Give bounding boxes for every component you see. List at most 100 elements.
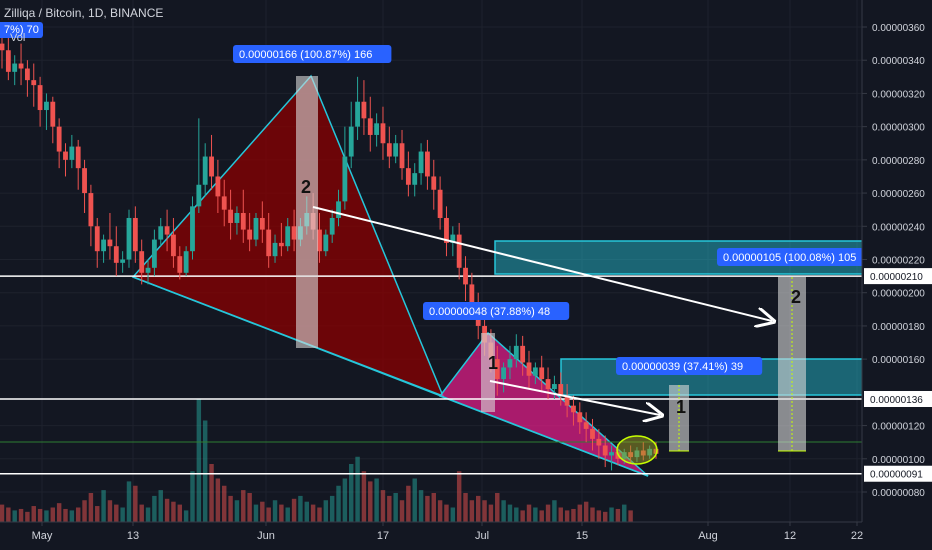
candle-body [558,384,564,396]
candle-body [609,452,614,456]
candle-body [342,156,348,202]
volume-bar [18,508,24,522]
price-tick-label: 0.00000300 [872,123,925,134]
volume-bar [539,510,544,522]
candle-body [507,359,513,368]
candle-body [18,63,24,69]
candle-body [386,143,392,157]
candle-body [101,239,107,252]
candle-body [113,246,119,263]
volume-indicator-label[interactable]: Vol [10,32,26,44]
volume-bar [399,500,405,522]
volume-bar [196,398,202,522]
chart-header: Zilliqa / Bitcoin, 1D, BINANCE [4,6,163,20]
candle-body [545,379,551,390]
volume-bar [323,500,329,522]
candle-body [75,146,81,169]
candle-body [196,184,202,207]
time-tick-label: May [32,530,53,542]
volume-bar [406,485,411,522]
candle-body [0,43,5,51]
candle-body [431,176,437,190]
volume-bar [336,485,341,522]
volume-bar [583,501,589,522]
volume-bar [463,493,468,522]
price-tick-label: 0.00000080 [872,488,925,499]
volume-bar [298,495,303,522]
projection-arrow-2 [312,206,772,321]
candle-body [463,267,468,285]
volume-bar [158,490,163,522]
volume-bar [425,495,430,522]
highlight-ellipse [616,435,658,465]
candle-body [336,201,341,218]
price-tick-label: 0.00000160 [872,355,925,366]
candle-body [602,445,608,456]
volume-bar [526,504,532,522]
volume-bar [628,510,633,522]
projection-arrow-1 [489,380,660,415]
candle-body [526,362,532,376]
candle-body [190,206,195,252]
volume-bar [609,507,614,522]
volume-bar [495,493,500,522]
volume-bar [37,508,43,522]
volume-bar [533,507,538,522]
candle-body [107,239,113,247]
candle-body [425,151,430,177]
candle-body [539,367,545,380]
time-tick-label: 12 [784,530,796,542]
symbol-title[interactable]: Zilliqa / Bitcoin, 1D, BINANCE [4,6,164,20]
price-tick-label: 0.00000320 [872,89,925,100]
volume-bar [101,490,106,522]
time-tick-label: Jul [475,530,489,542]
volume-bar [355,456,360,522]
volume-bar [577,504,583,522]
volume-bar [380,490,386,522]
candle-body [63,151,68,160]
volume-bar [126,481,132,522]
candle-body [361,101,367,119]
candle-body [37,85,43,111]
volume-bar [0,504,5,522]
time-tick-label: 13 [127,530,139,542]
volume-bar [183,510,189,522]
candle-body [520,345,526,363]
price-tick-label: 0.00000180 [872,322,925,333]
volume-bar [253,504,259,522]
candle-body [12,63,18,72]
volume-bar [202,420,208,522]
time-tick-label: 22 [851,530,863,542]
price-tick-label: 0.00000120 [872,422,925,433]
volume-bar [431,493,436,522]
volume-bar [190,471,195,522]
volume-bar [387,495,392,522]
candle-body [329,217,335,235]
candle-body [418,151,424,174]
candle-body [590,428,595,439]
price-level-badge [864,391,932,407]
candle-body [291,226,297,240]
volume-bar [95,506,100,522]
measure-label-bg [423,302,570,320]
volume-bar [602,511,608,522]
candle-body [24,68,30,81]
candle-body [5,50,11,72]
candle-body [278,242,284,247]
volume-bar [304,501,309,522]
volume-bar [418,490,424,522]
price-tick-label: 0.00000240 [872,222,925,233]
volume-bar [469,500,475,522]
volume-bar [520,510,525,522]
volume-bar [488,504,494,522]
time-tick-label: 15 [576,530,588,542]
time-axis-bg [0,522,932,550]
volume-bar [247,493,252,522]
candle-body [126,217,132,260]
measure-label: 0.00000048 (37.88%) 48 [429,306,550,318]
volume-bar [310,504,316,522]
volume-bar [171,501,176,522]
candle-body [450,234,456,243]
volume-bar [25,511,30,522]
